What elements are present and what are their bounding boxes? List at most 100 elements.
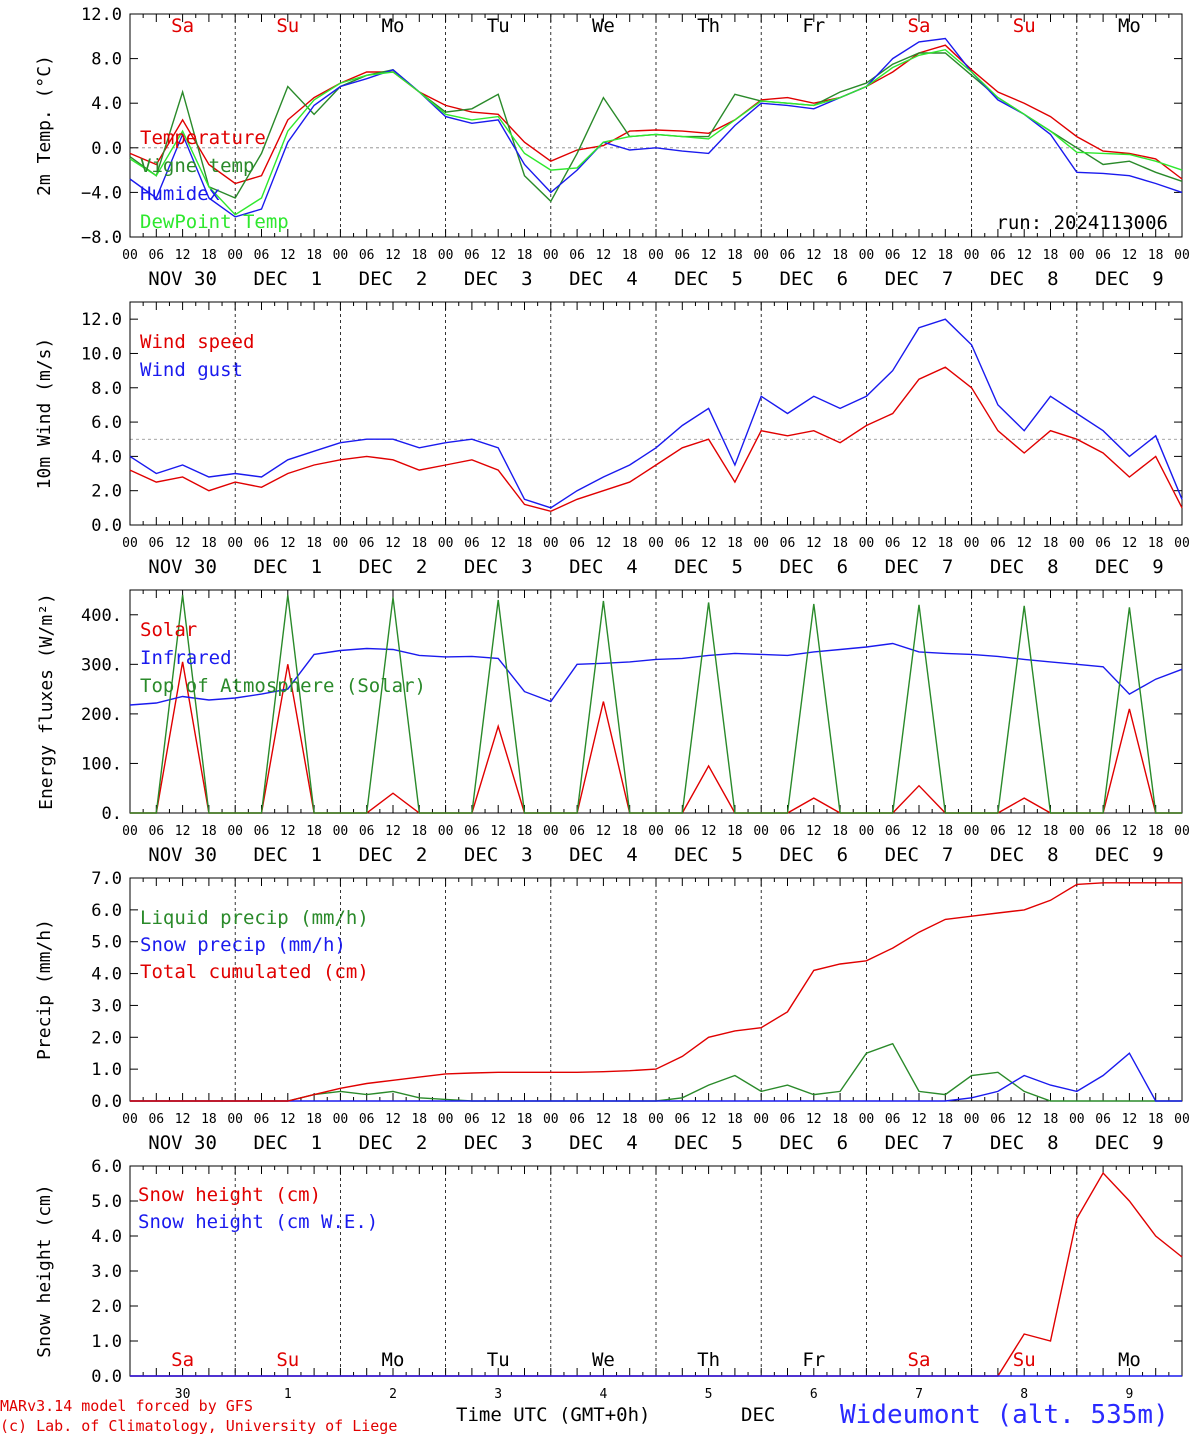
series-line-top-of-atmosphere-solar- [130,594,1182,814]
hour-label: 00 [333,536,349,551]
y-tick-label: 7.0 [91,869,122,889]
hour-label: 06 [464,1112,480,1127]
date-label: DEC 7 [885,844,954,866]
day-number-label: 4 [599,1387,607,1402]
hour-label: 06 [148,824,164,839]
hour-label: 18 [832,1112,848,1127]
hour-label: 06 [254,248,270,263]
hour-label: 00 [543,248,559,263]
date-label: DEC 8 [990,268,1059,290]
panel-4: 0.0 1.0 2.0 3.0 4.0 5.0 6.0 7.0 Precip (mm/h) Liq… [34,869,1190,1154]
y-axis-label: 2m Temp. (°C) [34,55,55,196]
hour-label: 06 [148,1112,164,1127]
hour-label: 18 [937,824,953,839]
hour-label: 12 [175,824,191,839]
day-label: Mo [382,1349,405,1371]
series-line-snow-precip-mm-h- [130,1052,1182,1102]
y-tick-label: −4.0 [81,183,122,203]
hour-label: 12 [911,248,927,263]
hour-label: 12 [385,248,401,263]
y-tick-label: 5.0 [91,933,122,953]
y-tick-label: 1.0 [91,1332,122,1352]
run-label: run: 2024113006 [996,212,1168,234]
hour-label: 18 [1148,536,1164,551]
date-label: DEC 1 [253,268,322,290]
date-label: DEC 6 [779,556,848,578]
hour-label: 12 [1016,536,1032,551]
plot-frame [129,589,1183,814]
hour-label: 06 [674,536,690,551]
y-tick-label: 400. [81,606,122,626]
hour-label: 00 [227,536,243,551]
date-label: NOV 30 [148,844,217,866]
hour-label: 06 [990,248,1006,263]
date-label: DEC 5 [674,556,743,578]
y-tick-label: 4.0 [91,1227,122,1247]
day-label: Th [697,15,720,37]
hour-label: 18 [1148,248,1164,263]
hour-label: 12 [490,536,506,551]
day-number-label: 9 [1125,1387,1133,1402]
hour-label: 18 [1043,536,1059,551]
hour-label: 18 [727,248,743,263]
hour-label: 06 [569,248,585,263]
date-label: DEC 4 [569,1132,638,1154]
day-label: Sa [171,15,194,37]
hour-label: 18 [832,824,848,839]
hour-label: 06 [674,1112,690,1127]
hour-label: 00 [753,248,769,263]
date-label: DEC 6 [779,268,848,290]
hour-label: 18 [411,824,427,839]
date-label: DEC 9 [1095,268,1164,290]
hour-label: 18 [306,248,322,263]
day-label: Tu [487,1349,510,1371]
hour-label: 18 [411,1112,427,1127]
hour-label: 18 [1148,1112,1164,1127]
hour-label: 12 [1122,1112,1138,1127]
hour-label: 18 [937,536,953,551]
hour-label: 12 [596,824,612,839]
date-label: DEC 1 [253,844,322,866]
date-label: DEC 2 [359,844,428,866]
hour-label: 06 [780,1112,796,1127]
hour-label: 06 [674,248,690,263]
hour-label: 00 [753,824,769,839]
hour-label: 12 [911,824,927,839]
hour-label: 00 [1069,536,1085,551]
date-label: DEC 4 [569,556,638,578]
hour-label: 12 [490,1112,506,1127]
hour-label: 00 [964,824,980,839]
y-tick-label: −8.0 [81,228,122,248]
y-tick-label: 2.0 [91,1028,122,1048]
y-tick-label: 100. [81,754,122,774]
panel-5: 0.0 1.0 2.0 3.0 4.0 5.0 6.0 Snow height (cm) Sa S… [34,1157,1183,1402]
legend-entry: Total cumulated (cm) [140,961,369,983]
date-label: DEC 7 [885,268,954,290]
hour-label: 18 [517,248,533,263]
hour-label: 12 [280,1112,296,1127]
series-line-wind-gust [129,318,1183,509]
hour-label: 06 [254,824,270,839]
hour-label: 12 [1016,1112,1032,1127]
hour-label: 18 [411,536,427,551]
hour-label: 06 [569,824,585,839]
hour-label: 12 [280,248,296,263]
hour-label: 18 [306,536,322,551]
y-tick-label: 0.0 [91,1367,122,1387]
y-tick-label: 5.0 [91,1192,122,1212]
hour-label: 12 [280,536,296,551]
day-label: Su [1013,15,1036,37]
panel-1: −8.0 −4.0 0.0 4.0 8.0 12.0 2m Temp. (°C) Sa Su Mo… [34,5,1190,290]
hour-label: 00 [438,536,454,551]
plot-frame [129,301,1183,526]
hour-label: 00 [753,1112,769,1127]
hour-label: 18 [306,1112,322,1127]
hour-label: 00 [1069,1112,1085,1127]
hour-label: 06 [674,824,690,839]
hour-label: 06 [990,824,1006,839]
series-line-wind-speed [129,366,1183,513]
hour-label: 00 [227,824,243,839]
hour-label: 18 [832,248,848,263]
x-axis-title: Time UTC (GMT+0h) [456,1404,651,1426]
hour-label: 00 [227,248,243,263]
